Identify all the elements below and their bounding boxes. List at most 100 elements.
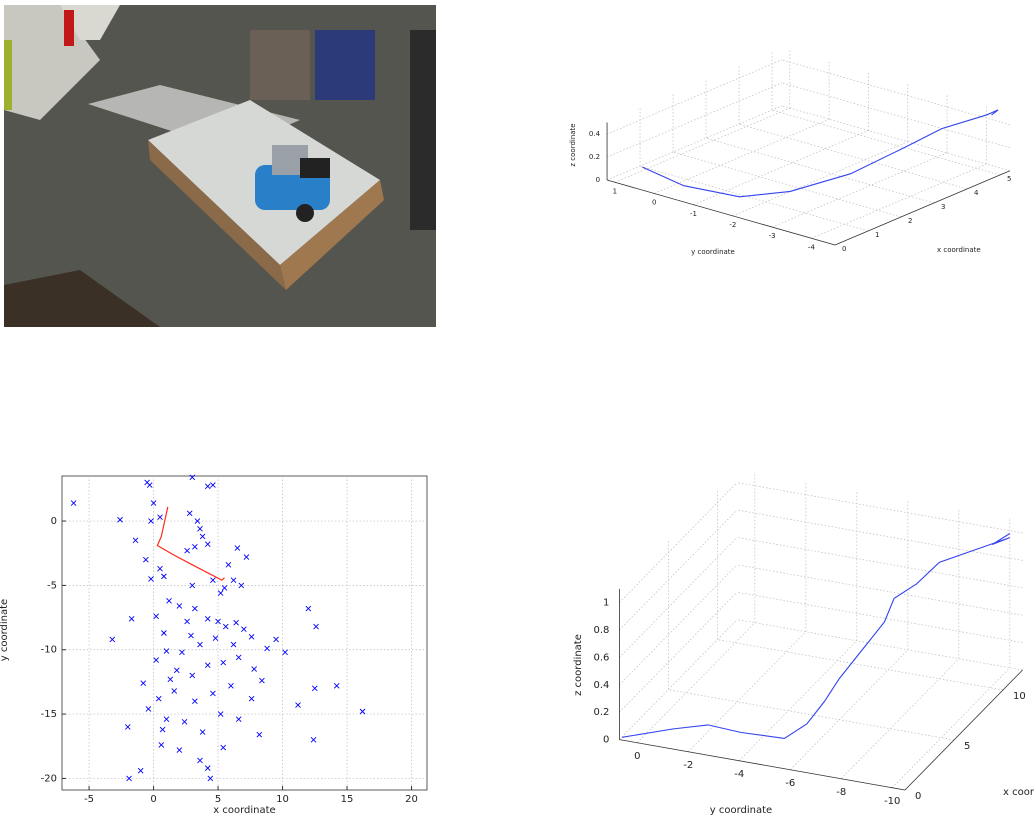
grid-line (892, 667, 1011, 788)
grid-line (781, 82, 1010, 149)
x-axis-label: x coordinate (213, 805, 275, 816)
point (192, 543, 198, 550)
grid-line (606, 105, 783, 181)
y-tick-label: -8 (836, 787, 846, 798)
point (251, 666, 257, 672)
x-tick-label: 10 (276, 794, 289, 805)
grid-line (619, 619, 738, 740)
y-tick-label: -15 (41, 709, 57, 720)
point (305, 605, 312, 612)
point (235, 716, 242, 723)
trajectory (642, 109, 999, 198)
point (146, 482, 153, 488)
grid-line (811, 163, 987, 239)
z-tick-label: 0.4 (589, 130, 601, 138)
point (221, 585, 228, 591)
y-tick-label: -2 (683, 760, 693, 771)
point (143, 556, 149, 563)
point (282, 649, 288, 656)
point (70, 500, 77, 506)
grid-line (841, 658, 960, 779)
photo-wall-stripe (4, 40, 12, 110)
point (117, 516, 123, 523)
y-tick-label: -5 (47, 580, 57, 591)
point (197, 757, 203, 764)
point (210, 690, 216, 697)
y-tick-label: 1 (613, 187, 617, 195)
z-tick-label: 0.4 (593, 680, 609, 691)
point (204, 483, 211, 490)
photo-table-side (148, 140, 286, 290)
photo-equipment (315, 30, 375, 100)
point (248, 634, 255, 640)
x-tick-label: 5 (215, 794, 221, 805)
y-tick-label: 0 (634, 751, 640, 762)
photo (4, 5, 436, 327)
z-tick-label: 0 (596, 176, 600, 184)
grid-line (619, 564, 738, 686)
point (126, 775, 132, 782)
point (189, 582, 196, 589)
photo-doorway (410, 30, 436, 230)
grid-line (619, 482, 738, 603)
x-tick-label: 10 (1013, 691, 1026, 702)
point (204, 541, 211, 548)
point (163, 648, 170, 654)
point (230, 641, 237, 648)
point (194, 518, 201, 524)
point (181, 718, 188, 725)
point (192, 605, 198, 612)
point (176, 747, 183, 753)
point (259, 677, 265, 684)
grid-line (771, 152, 948, 228)
point (189, 672, 196, 679)
point (215, 618, 221, 625)
point (157, 514, 163, 520)
point (248, 695, 255, 702)
chart-3d-bottom: 0 5 10 0 -2 -4 -6 -8 -10 0 0.2 0.4 0.6 0.8 1 x coordina… (573, 472, 1034, 816)
point (137, 767, 144, 774)
y-tick-label: -20 (41, 773, 57, 784)
point (210, 577, 216, 584)
point (153, 613, 159, 620)
grid-line (654, 118, 830, 194)
point (150, 500, 157, 506)
grid-line (736, 564, 1023, 616)
point (333, 682, 340, 689)
point (310, 736, 317, 743)
point (230, 577, 237, 584)
plot-area (61, 475, 428, 791)
point (210, 482, 216, 488)
point (264, 645, 270, 652)
point (204, 765, 211, 771)
z-axis-label: z coordinate (569, 123, 577, 166)
point (140, 680, 147, 687)
grid-line (736, 619, 1023, 671)
point (313, 623, 319, 630)
point (238, 582, 245, 589)
grid-line (614, 107, 790, 183)
grid-line (637, 622, 756, 743)
photo-wall (4, 5, 100, 120)
point (167, 676, 174, 683)
point (186, 510, 193, 517)
x-axis-label: x coordinate (1003, 787, 1034, 798)
point (173, 667, 180, 674)
point (204, 616, 211, 622)
point (163, 716, 170, 723)
point (217, 711, 224, 717)
point (217, 590, 224, 596)
y-axis-label: y coordinate (710, 805, 772, 816)
grid-line (781, 59, 1010, 126)
y-tick-label: 0 (652, 199, 656, 207)
y-tick-label: -4 (734, 769, 744, 780)
point (153, 657, 159, 663)
x-tick-label: 2 (908, 217, 912, 225)
chart-3d-top: 0 1 2 3 4 5 1 0 -1 -2 -3 -4 0 0.2 0.4 x coordinate y coo… (569, 50, 1011, 256)
y-axis-label: y coordinate (0, 599, 10, 661)
point (161, 630, 167, 636)
point (179, 649, 185, 656)
path-line (156, 506, 225, 581)
grid-line (738, 123, 968, 190)
